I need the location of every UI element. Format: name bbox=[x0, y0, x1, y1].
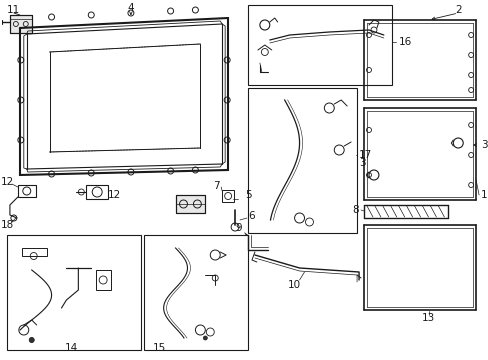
Text: 12: 12 bbox=[108, 190, 121, 200]
Text: 14: 14 bbox=[64, 343, 78, 353]
Bar bbox=[22, 248, 46, 256]
Text: 15: 15 bbox=[152, 343, 165, 353]
Text: 18: 18 bbox=[1, 220, 15, 230]
Bar bbox=[175, 195, 205, 213]
Bar bbox=[10, 15, 32, 33]
Text: 1: 1 bbox=[480, 190, 487, 200]
Bar bbox=[18, 185, 36, 197]
Circle shape bbox=[29, 338, 34, 342]
Text: 8: 8 bbox=[352, 205, 358, 215]
Text: 9: 9 bbox=[235, 223, 242, 233]
Text: 13: 13 bbox=[421, 313, 434, 323]
Text: 10: 10 bbox=[287, 280, 301, 290]
Bar bbox=[86, 185, 108, 199]
Text: 12: 12 bbox=[1, 177, 15, 187]
Bar bbox=[7, 235, 141, 350]
Bar bbox=[96, 270, 111, 290]
Text: 5: 5 bbox=[244, 190, 251, 200]
Text: 2: 2 bbox=[454, 5, 461, 15]
Bar bbox=[10, 15, 32, 33]
Text: 17: 17 bbox=[358, 150, 371, 160]
Text: 7: 7 bbox=[213, 181, 220, 191]
Circle shape bbox=[203, 336, 207, 340]
Bar bbox=[175, 195, 205, 213]
Bar bbox=[247, 88, 356, 233]
Bar bbox=[222, 190, 234, 202]
Bar bbox=[143, 235, 247, 350]
Text: 3: 3 bbox=[359, 158, 365, 168]
Text: 6: 6 bbox=[247, 211, 254, 221]
Text: 3: 3 bbox=[480, 140, 487, 150]
Text: 16: 16 bbox=[398, 37, 411, 47]
Text: 4: 4 bbox=[127, 3, 134, 13]
Bar bbox=[247, 5, 391, 85]
Text: 11: 11 bbox=[7, 5, 20, 15]
